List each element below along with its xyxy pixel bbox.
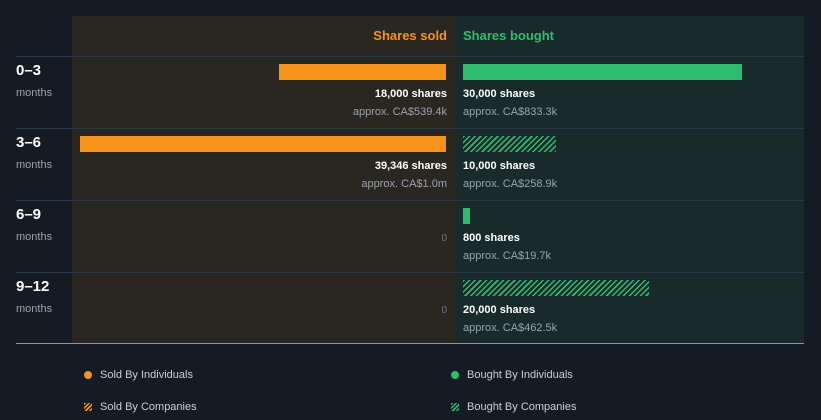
row-divider: [16, 272, 804, 273]
period-sublabel: months: [16, 303, 53, 315]
bought-value-label: approx. CA$462.5k: [463, 322, 558, 334]
orange-hatch-icon: [84, 403, 92, 411]
period-sublabel: months: [16, 87, 53, 99]
chart-baseline: [16, 343, 804, 344]
bought-shares-label: 10,000 shares: [463, 160, 536, 172]
period-sublabel: months: [16, 231, 53, 243]
period-sublabel: months: [16, 159, 53, 171]
orange-dot-icon: [84, 371, 92, 379]
bought-shares-label: 800 shares: [463, 232, 520, 244]
legend-label: Bought By Individuals: [467, 369, 573, 381]
bought-value-label: approx. CA$258.9k: [463, 178, 558, 190]
sold-zero-label: 0: [441, 233, 447, 244]
sold-value-label: approx. CA$1.0m: [361, 178, 447, 190]
sold-shares-label: 39,346 shares: [374, 160, 447, 172]
bought-value-label: approx. CA$833.3k: [463, 106, 558, 118]
period-label: 6–9: [16, 206, 42, 223]
legend-label: Sold By Companies: [100, 401, 197, 413]
legend-label: Sold By Individuals: [100, 369, 193, 381]
bought-value-label: approx. CA$19.7k: [463, 250, 552, 262]
legend-bought-individuals: Bought By Individuals: [451, 369, 573, 381]
bought-bar-9-12: [463, 280, 650, 296]
sold-zero-label: 0: [441, 305, 447, 316]
period-label: 0–3: [16, 62, 42, 79]
legend-sold-companies: Sold By Companies: [84, 401, 197, 413]
bought-shares-label: 20,000 shares: [463, 304, 536, 316]
shares-bought-header: Shares bought: [463, 28, 555, 43]
sold-shares-label: 18,000 shares: [374, 88, 447, 100]
sold-value-label: approx. CA$539.4k: [352, 106, 447, 118]
green-hatch-icon: [451, 403, 459, 411]
bought-bar-3-6: [463, 136, 557, 152]
sold-bar-0-3: [278, 64, 446, 80]
shares-sold-header: Shares sold: [373, 28, 447, 43]
row-divider: [16, 128, 804, 129]
legend-bought-companies: Bought By Companies: [451, 401, 576, 413]
legend-sold-individuals: Sold By Individuals: [84, 369, 193, 381]
bought-shares-label: 30,000 shares: [463, 88, 536, 100]
bought-bar-6-9: [463, 208, 471, 224]
legend-label: Bought By Companies: [467, 401, 577, 413]
row-divider: [16, 200, 804, 201]
period-label: 3–6: [16, 134, 42, 151]
green-dot-icon: [451, 371, 459, 379]
bought-bar-0-3: [463, 64, 743, 80]
sold-bar-3-6: [80, 136, 446, 152]
row-divider: [16, 56, 804, 57]
period-label: 9–12: [16, 278, 50, 295]
